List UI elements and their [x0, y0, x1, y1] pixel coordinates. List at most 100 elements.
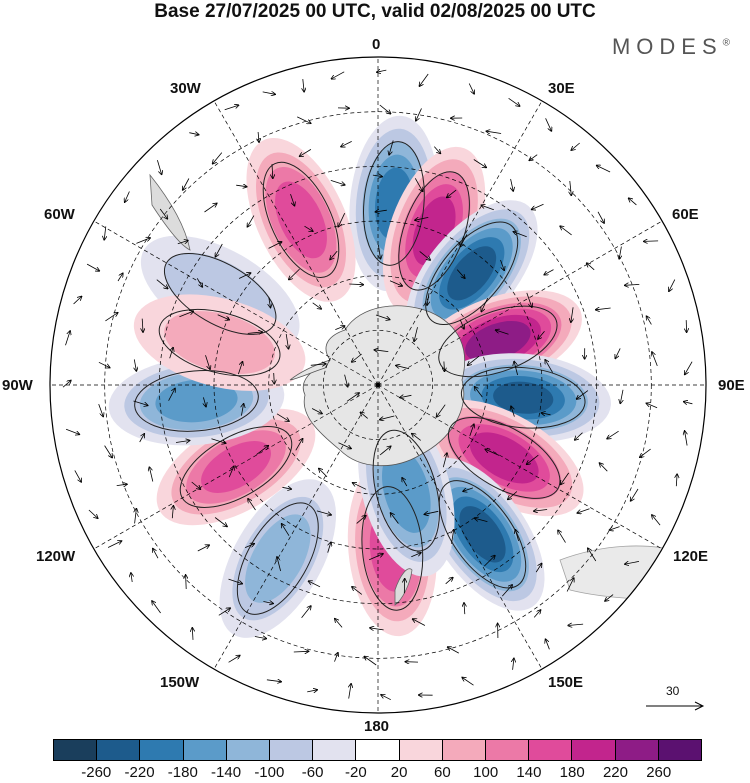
wind-vector [316, 510, 331, 515]
colorbar-box [572, 740, 616, 760]
wind-vector [684, 402, 693, 404]
wind-vector [508, 491, 518, 500]
wind-vector [244, 544, 254, 548]
streamline-loop [438, 480, 527, 589]
wind-vector [391, 513, 399, 524]
colorbar-box [97, 740, 141, 760]
wind-vector [98, 361, 110, 367]
wind-vector [360, 412, 368, 419]
colorbar-tick-label: 140 [516, 764, 542, 781]
wind-vector [463, 487, 474, 491]
antarctic-peninsula [289, 359, 331, 381]
wind-vector [615, 348, 621, 358]
wind-vector [159, 208, 167, 219]
wind-vector [304, 225, 313, 231]
wind-vector [238, 273, 251, 279]
vector-scale-arrow [646, 701, 705, 711]
wind-vector [335, 619, 343, 628]
wind-vector [192, 628, 193, 640]
wind-vector [460, 234, 468, 246]
wind-vector [529, 154, 538, 161]
wind-vector [600, 463, 608, 472]
parallel-circle [213, 220, 543, 550]
streamline-loop [262, 161, 340, 279]
wind-vector [338, 442, 352, 449]
wind-vector [346, 393, 359, 402]
wind-vector [301, 606, 311, 619]
wind-vector [402, 478, 408, 487]
wind-vector [532, 203, 544, 209]
wind-vector [597, 166, 611, 173]
colorbar-tick-label: -140 [211, 764, 242, 781]
wind-vector [172, 506, 173, 519]
wind-vector [189, 133, 198, 135]
wind-vector [400, 395, 412, 397]
colorbar-box [399, 740, 443, 760]
parallel-circle [158, 165, 598, 605]
streamline-loop [398, 171, 470, 291]
parallel-circle [322, 329, 434, 441]
wind-vector [411, 553, 421, 558]
wind-vector [568, 624, 584, 625]
wind-vector [352, 353, 362, 362]
wind-vector [215, 243, 223, 257]
wind-vector [369, 554, 383, 561]
wind-vector [236, 185, 247, 187]
wind-vector [481, 205, 494, 211]
wind-vector [238, 362, 242, 375]
wind-vector [644, 241, 659, 242]
wind-vector [445, 578, 453, 585]
wind-vector [380, 415, 395, 420]
colorbar-tick-label: 100 [473, 764, 499, 781]
wind-vector [558, 530, 566, 543]
wind-vector [427, 293, 429, 305]
wind-vector [378, 244, 380, 259]
wind-vector [142, 318, 143, 332]
streamline-loop [460, 366, 586, 429]
wind-vector [652, 352, 658, 367]
wind-vector [419, 73, 429, 86]
wind-vector [98, 403, 104, 416]
wind-vector [571, 307, 573, 322]
wind-vector [625, 561, 640, 564]
wind-vector [135, 509, 137, 524]
wind-vector [566, 578, 574, 592]
wind-vector [356, 516, 366, 524]
colorbar-tick-label: 60 [434, 764, 451, 781]
colorbar-tick-label: 20 [390, 764, 408, 781]
wind-vector [511, 406, 515, 417]
wind-vector [473, 159, 486, 168]
colorbar-tick-label: 220 [602, 764, 628, 781]
wind-vector [156, 279, 168, 289]
wind-vector [464, 603, 465, 615]
wind-vector [295, 439, 303, 451]
wind-vector [370, 628, 384, 630]
wind-vector [484, 556, 495, 567]
wind-vector [514, 362, 518, 376]
wind-vector [248, 499, 256, 511]
wind-vector [217, 314, 230, 320]
wind-vector [204, 203, 217, 213]
wind-vector [168, 389, 175, 401]
wind-vector [105, 313, 117, 322]
colorbar-tick-label: 180 [559, 764, 585, 781]
anomaly-contour [155, 379, 238, 423]
colorbar-box [529, 740, 573, 760]
wind-vector [136, 238, 150, 244]
wind-vector [254, 637, 266, 639]
anomaly-contour [447, 246, 497, 301]
wind-vector [277, 557, 281, 572]
wind-vector [330, 180, 345, 185]
wind-vector [88, 509, 98, 518]
wind-vector [452, 530, 454, 544]
wind-vector [379, 446, 391, 456]
wind-vector [228, 578, 243, 584]
lon-label-0: 0 [372, 36, 381, 53]
south-pole-marker [375, 382, 381, 388]
wind-vector [352, 587, 363, 595]
anomaly-contour [164, 311, 275, 375]
wind-vector [447, 189, 457, 197]
wind-vector [263, 602, 273, 604]
wind-vector [376, 210, 387, 212]
wind-vector [310, 364, 326, 366]
